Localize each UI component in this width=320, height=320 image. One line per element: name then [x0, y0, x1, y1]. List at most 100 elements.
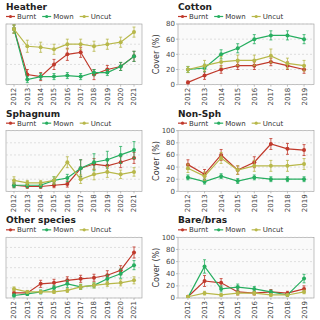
legend-swatch: [214, 123, 223, 124]
plot-frame: [178, 131, 314, 192]
error-bar: [220, 286, 223, 292]
point: [65, 160, 69, 164]
y-tick-label: 80: [166, 139, 175, 147]
x-tick: [204, 191, 205, 193]
panel: 0204060801002012201320142015201620172018…: [152, 109, 314, 212]
error-bar: [269, 49, 272, 63]
legend-marker: [45, 15, 48, 18]
point: [302, 162, 306, 166]
plot-frame: [6, 24, 142, 85]
x-tick: [54, 191, 55, 193]
x-tick: [204, 85, 205, 87]
point: [105, 170, 109, 174]
x-tick-label: 2017: [77, 88, 85, 106]
x-tick: [27, 191, 28, 193]
x-tick: [107, 85, 108, 87]
point: [252, 291, 256, 295]
x-tick: [40, 85, 41, 87]
x-tick: [221, 298, 222, 300]
point: [302, 290, 306, 294]
error-bar: [133, 168, 136, 176]
y-tick-label: 40: [166, 164, 175, 172]
point: [79, 42, 83, 46]
error-bar: [13, 287, 16, 291]
x-tick-label: 2014: [218, 87, 226, 105]
legend-marker: [217, 15, 220, 18]
point: [186, 166, 190, 170]
point: [25, 290, 29, 294]
point: [65, 176, 69, 180]
x-tick: [221, 85, 222, 87]
error-bar: [93, 283, 96, 288]
y-tick-label: 60: [166, 36, 175, 44]
point: [219, 60, 223, 64]
error-bar: [53, 177, 56, 184]
point: [132, 54, 136, 58]
legend-marker: [45, 122, 48, 125]
point: [92, 160, 96, 164]
legend-item: Mown: [42, 120, 73, 128]
series-line: [188, 266, 304, 297]
error-bar: [53, 59, 56, 69]
x-tick-label: 2016: [251, 300, 259, 318]
error-bar: [39, 73, 42, 81]
legend-item: Uncut: [252, 120, 284, 128]
point: [119, 281, 123, 285]
error-bar: [53, 177, 56, 184]
error-bar: [93, 274, 96, 281]
legend-marker: [181, 228, 184, 231]
error-bar: [53, 290, 56, 293]
error-bar: [286, 294, 289, 296]
y-tick: [176, 237, 178, 238]
error-bar: [303, 159, 306, 170]
x-tick: [254, 85, 255, 87]
series-line: [188, 56, 304, 70]
x-tick-label: 2016: [64, 87, 72, 105]
grid-line: [178, 237, 314, 238]
x-tick: [107, 298, 108, 300]
error-bar: [119, 280, 122, 286]
error-bar: [119, 62, 122, 70]
y-tick: [176, 179, 178, 180]
y-tick: [176, 130, 178, 131]
error-bar: [133, 142, 136, 159]
x-tick: [287, 191, 288, 193]
x-tick: [304, 85, 305, 87]
point: [12, 293, 16, 297]
grid-line: [6, 24, 142, 25]
legend-label: Burnt: [189, 226, 208, 234]
y-tick: [176, 249, 178, 250]
grid-line: [178, 249, 314, 250]
point: [269, 177, 273, 181]
point: [39, 75, 43, 79]
point: [252, 287, 256, 291]
legend-marker: [181, 122, 184, 125]
point: [236, 168, 240, 172]
legend-label: Burnt: [17, 13, 36, 21]
x-tick-label: 2014: [37, 194, 45, 212]
x-tick-label: 2021: [130, 301, 138, 319]
legend-label: Burnt: [17, 120, 36, 128]
error-bar: [236, 166, 239, 174]
point: [285, 147, 289, 151]
error-bar: [53, 44, 56, 54]
point: [92, 44, 96, 48]
point: [132, 30, 136, 34]
x-tick-label: 2016: [64, 300, 72, 318]
panel: 0204060801002012201320142015201620172018…: [152, 215, 314, 318]
point: [52, 75, 56, 79]
point: [119, 40, 123, 44]
error-bar: [253, 55, 256, 66]
error-bar: [39, 180, 42, 185]
error-bar: [203, 291, 206, 295]
y-tick: [176, 24, 178, 25]
x-tick: [54, 85, 55, 87]
legend-marker: [83, 122, 86, 125]
x-tick-label: 2018: [284, 194, 292, 212]
x-tick: [80, 298, 81, 300]
y-tick: [176, 285, 178, 286]
y-axis-label: Cover (%): [152, 34, 161, 74]
y-tick-label: 20: [166, 66, 175, 74]
error-bar: [66, 288, 69, 292]
x-tick-label: 2015: [50, 88, 58, 106]
